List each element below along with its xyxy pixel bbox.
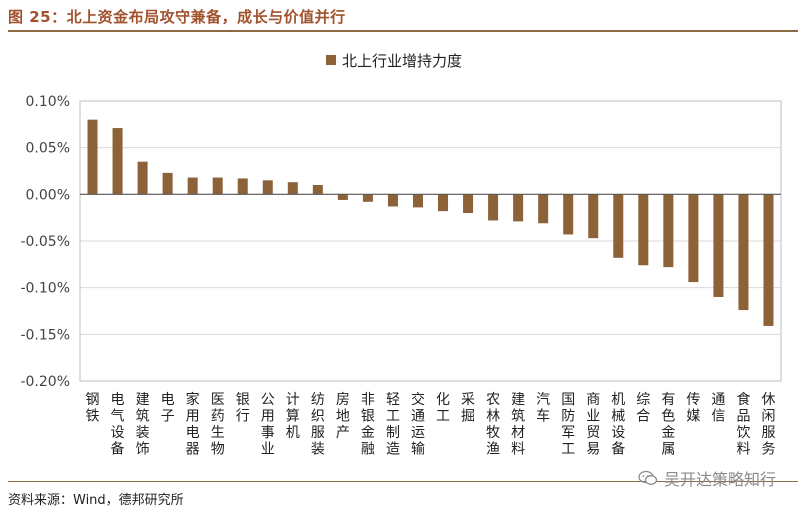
x-tick-label: 银行	[236, 392, 250, 425]
bar	[312, 185, 323, 195]
x-tick-label: 传媒	[686, 392, 700, 425]
legend-label: 北上行业增持力度	[342, 52, 462, 70]
x-tick-label: 房地产	[336, 392, 350, 441]
bar	[663, 194, 674, 268]
bar	[87, 119, 98, 195]
figure-title: 图 25：北上资金布局攻守兼备，成长与价值并行	[8, 8, 346, 26]
bar	[137, 161, 148, 195]
bar	[638, 194, 649, 266]
watermark: 吴开达策略知行	[638, 466, 776, 490]
bar	[337, 194, 348, 200]
x-tick-label: 非银金融	[361, 392, 375, 458]
plot-area	[79, 100, 782, 382]
x-tick-label: 通信	[711, 392, 725, 425]
bar	[262, 180, 273, 195]
x-tick-label: 国防军工	[561, 392, 575, 458]
bar	[513, 194, 524, 222]
x-tick-label: 商业贸易	[586, 392, 600, 458]
bar	[613, 194, 624, 258]
bar	[362, 194, 373, 202]
y-tick-label: 0.10%	[26, 94, 70, 110]
bar	[162, 172, 173, 195]
x-tick-label: 公用事业	[261, 392, 275, 458]
bar	[187, 177, 198, 195]
x-tick-label: 食品饮料	[736, 391, 750, 458]
bar	[563, 194, 574, 235]
x-tick-label: 纺织服装	[311, 392, 325, 458]
x-tick-label: 综合	[636, 392, 650, 425]
y-tick-label: -0.20%	[20, 374, 70, 390]
x-tick-label: 轻工制造	[386, 392, 400, 458]
x-tick-label: 化工	[436, 392, 450, 425]
bar	[488, 194, 499, 221]
x-tick-label: 交通运输	[411, 391, 425, 458]
y-tick-label: 0.05%	[26, 141, 70, 157]
x-tick-label: 机械设备	[611, 392, 625, 458]
bar	[387, 194, 398, 207]
x-tick-label: 家用电器	[186, 391, 200, 458]
x-tick-label: 建筑装饰	[136, 392, 150, 458]
bar	[763, 194, 774, 326]
y-tick-label: 0.00%	[26, 187, 70, 203]
y-tick-label: -0.05%	[20, 234, 70, 250]
x-tick-label: 建筑材料	[511, 392, 525, 458]
x-tick-label: 医药生物	[211, 392, 225, 458]
y-tick-label: -0.15%	[20, 327, 70, 343]
x-tick-label: 有色金属	[661, 392, 675, 458]
bar	[463, 194, 474, 213]
bar	[713, 194, 724, 297]
x-tick-label: 休闲服务	[761, 392, 775, 458]
bar	[688, 194, 699, 283]
wechat-icon	[638, 470, 658, 485]
bar	[112, 128, 123, 195]
title-rule	[8, 30, 798, 32]
bar	[438, 194, 449, 212]
footer-rule	[8, 481, 798, 482]
watermark-text: 吴开达策略知行	[663, 470, 776, 489]
bar	[538, 194, 549, 224]
bar	[588, 194, 599, 239]
legend-swatch	[326, 55, 336, 65]
bar	[738, 194, 749, 311]
y-tick-label: -0.10%	[20, 281, 70, 297]
bar	[212, 177, 223, 195]
x-tick-label: 汽车	[536, 392, 550, 425]
bar-chart: 0.10% 0.05% 0.00% -0.05% -0.10% -0.15% -0.20% 钢…	[20, 52, 782, 458]
source-note: 资料来源：Wind，德邦研究所	[8, 493, 184, 508]
bar	[412, 194, 423, 208]
x-tick-label: 农林牧渔	[486, 392, 500, 458]
x-tick-label: 采掘	[461, 392, 475, 425]
bar	[287, 182, 298, 195]
x-tick-label: 钢铁	[86, 392, 100, 425]
bar	[237, 178, 248, 195]
x-tick-label: 电子	[161, 392, 175, 425]
x-tick-label: 计算机	[286, 392, 300, 441]
x-tick-label: 电气设备	[111, 392, 125, 458]
